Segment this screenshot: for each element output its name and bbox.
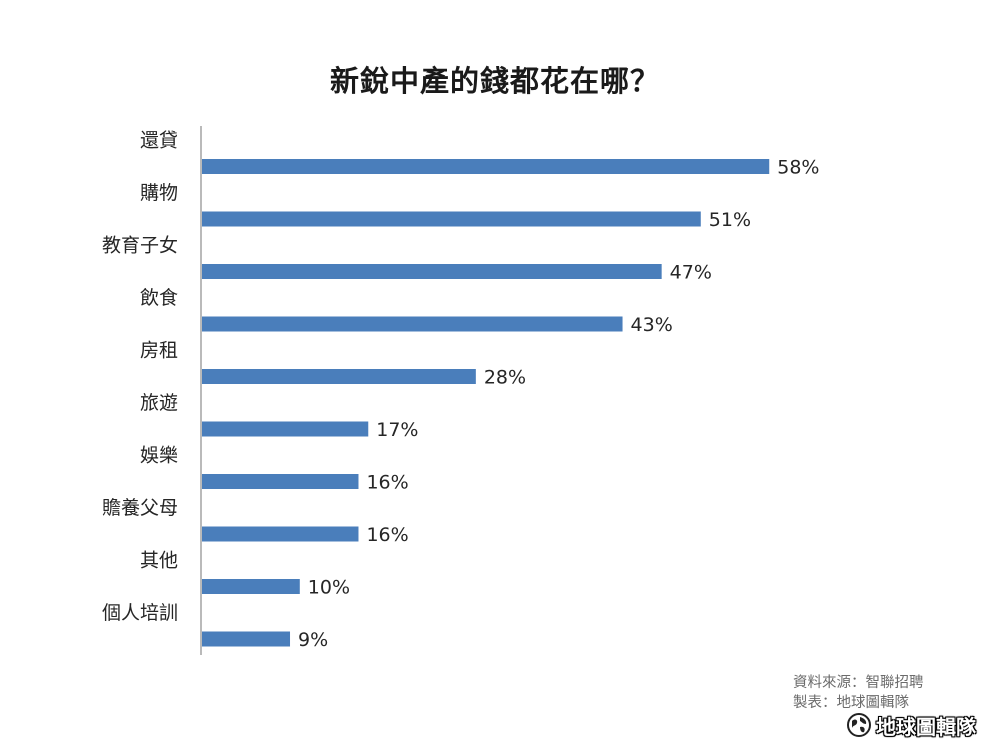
source-line: 資料來源：智聯招聘 (793, 675, 924, 691)
value-label: 17% (376, 419, 418, 441)
value-label: 28% (484, 367, 526, 389)
category-label: 個人培訓 (102, 602, 178, 624)
value-label: 43% (631, 314, 673, 336)
category-label: 旅遊 (140, 392, 178, 414)
category-label: 購物 (140, 182, 178, 204)
bar (202, 579, 300, 594)
bar (202, 264, 662, 279)
chart-title: 新銳中產的錢都花在哪？ (329, 64, 660, 98)
category-label: 飲食 (140, 287, 178, 309)
category-label: 其他 (140, 550, 178, 572)
category-label: 還貸 (140, 130, 178, 152)
source-note: 資料來源：智聯招聘 製表：地球圖輯隊 (793, 673, 924, 713)
bar (202, 631, 291, 647)
bar (202, 369, 476, 384)
bar (202, 316, 623, 332)
category-label: 娛樂 (140, 445, 178, 467)
bar (202, 526, 359, 542)
value-label: 10% (308, 577, 350, 599)
value-label: 47% (670, 262, 712, 284)
bar (202, 159, 770, 174)
category-label: 贍養父母 (102, 497, 178, 519)
value-label: 51% (709, 209, 751, 231)
value-label: 16% (366, 472, 408, 494)
bar (202, 421, 369, 437)
publisher-logo: 地球圖輯隊 (846, 711, 976, 739)
value-label: 9% (298, 629, 328, 651)
category-label: 教育子女 (102, 235, 178, 257)
bar (202, 474, 359, 489)
category-label: 房租 (140, 340, 178, 362)
value-label: 16% (366, 524, 408, 546)
maker-line: 製表：地球圖輯隊 (793, 695, 909, 711)
globe-icon (847, 713, 871, 737)
bar (202, 211, 701, 227)
logo-text: 地球圖輯隊 (876, 714, 976, 739)
value-label: 58% (777, 157, 819, 179)
